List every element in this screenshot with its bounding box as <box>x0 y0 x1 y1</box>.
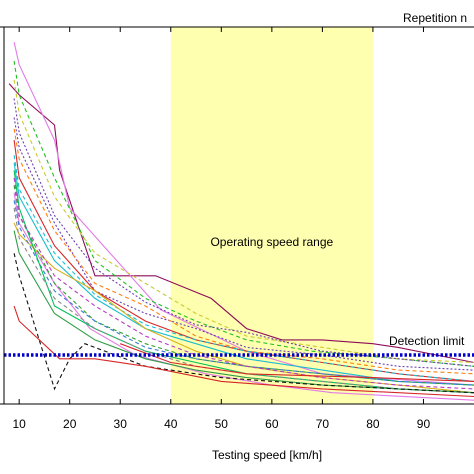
x-tick-label: 60 <box>265 417 279 431</box>
series-line-5 <box>13 79 474 364</box>
operating-speed-band <box>170 27 373 404</box>
series-line-10 <box>13 155 474 382</box>
series-line-8 <box>13 128 474 375</box>
x-tick-label: 50 <box>215 417 229 431</box>
x-tick-label: 40 <box>164 417 178 431</box>
x-tick-label: 10 <box>12 417 26 431</box>
x-tick-label: 70 <box>316 417 330 431</box>
series-line-1 <box>8 83 474 364</box>
operating-speed-label: Operating speed range <box>210 235 333 249</box>
detection-limit-label: Detection limit <box>389 334 465 348</box>
series-line-16 <box>13 177 474 390</box>
series-line-14 <box>13 200 474 386</box>
series-line-20 <box>13 305 474 398</box>
series-line-7 <box>13 117 474 371</box>
x-ticks: 10 20 30 40 50 60 70 80 90 <box>12 27 430 431</box>
series-line-17 <box>13 207 474 394</box>
x-tick-label: 80 <box>366 417 380 431</box>
series-group <box>8 41 474 401</box>
series-line-15 <box>13 170 474 394</box>
series-line-19 <box>13 253 474 394</box>
x-tick-label: 30 <box>114 417 128 431</box>
x-tick-label: 20 <box>63 417 77 431</box>
series-line-11 <box>13 162 474 386</box>
x-tick-label: 90 <box>417 417 431 431</box>
x-axis-label: Testing speed [km/h] <box>212 448 322 462</box>
legend-text: Repetition n <box>403 11 467 25</box>
